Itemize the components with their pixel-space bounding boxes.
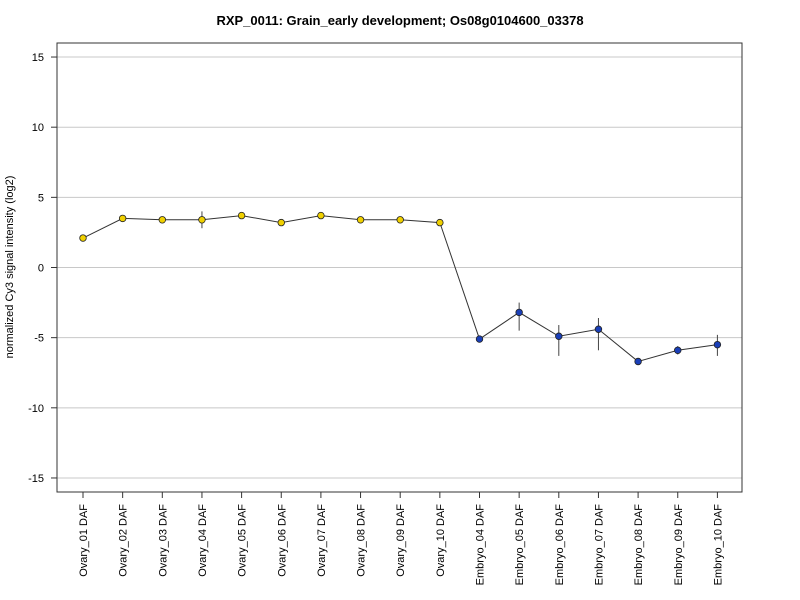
data-point <box>594 325 603 333</box>
data-point <box>356 216 365 224</box>
x-tick-label: Ovary_07 DAF <box>316 504 328 577</box>
chart-title: RXP_0011: Grain_early development; Os08g… <box>216 13 584 28</box>
data-point <box>674 346 682 354</box>
x-tick-label: Embryo_05 DAF <box>514 504 526 586</box>
data-point <box>555 332 563 340</box>
y-tick-label: -15 <box>28 473 44 485</box>
data-point <box>634 357 642 366</box>
y-tick-label: 0 <box>38 263 44 275</box>
x-tick-label: Embryo_07 DAF <box>593 504 605 586</box>
data-point <box>436 218 444 227</box>
data-point <box>317 211 325 220</box>
y-tick-label: 15 <box>32 52 44 64</box>
data-point <box>118 214 127 223</box>
x-tick-label: Ovary_08 DAF <box>356 504 368 577</box>
y-tick-label: 5 <box>38 192 44 204</box>
x-tick-label: Embryo_09 DAF <box>673 504 685 586</box>
x-tick-label: Ovary_03 DAF <box>157 504 169 577</box>
data-point <box>237 211 246 220</box>
x-tick-label: Embryo_04 DAF <box>475 504 487 586</box>
data-point <box>158 216 166 224</box>
data-point <box>713 340 722 349</box>
data-point <box>515 308 523 317</box>
data-point <box>79 234 87 242</box>
data-points <box>79 211 722 366</box>
data-point <box>198 216 206 224</box>
x-tick-label: Ovary_06 DAF <box>276 504 288 577</box>
data-point <box>396 216 404 224</box>
x-axis: Ovary_01 DAF Ovary_02 DAF Ovary_03 DAF Ovar… <box>78 492 724 585</box>
series-line <box>82 215 718 363</box>
x-tick-label: Embryo_08 DAF <box>633 504 645 586</box>
x-tick-label: Ovary_09 DAF <box>395 504 407 577</box>
y-tick-label: 10 <box>32 122 44 134</box>
x-tick-label: Ovary_10 DAF <box>435 504 447 577</box>
y-tick-label: -5 <box>34 333 44 345</box>
y-axis: 15 10 5 0 -5 -10 -15 <box>28 52 57 485</box>
x-tick-label: Ovary_01 DAF <box>78 504 90 577</box>
x-tick-label: Embryo_10 DAF <box>712 504 724 586</box>
data-point <box>475 335 484 343</box>
x-tick-label: Ovary_04 DAF <box>197 504 209 577</box>
grid-lines <box>57 56 742 479</box>
data-point <box>277 218 285 227</box>
y-axis-label: normalized Cy3 signal intensity (log2) <box>4 176 16 359</box>
y-tick-label: -10 <box>28 403 44 415</box>
error-bars <box>82 211 718 363</box>
x-tick-label: Ovary_05 DAF <box>237 504 249 577</box>
x-tick-label: Embryo_06 DAF <box>554 504 566 586</box>
x-tick-label: Ovary_02 DAF <box>118 504 130 577</box>
